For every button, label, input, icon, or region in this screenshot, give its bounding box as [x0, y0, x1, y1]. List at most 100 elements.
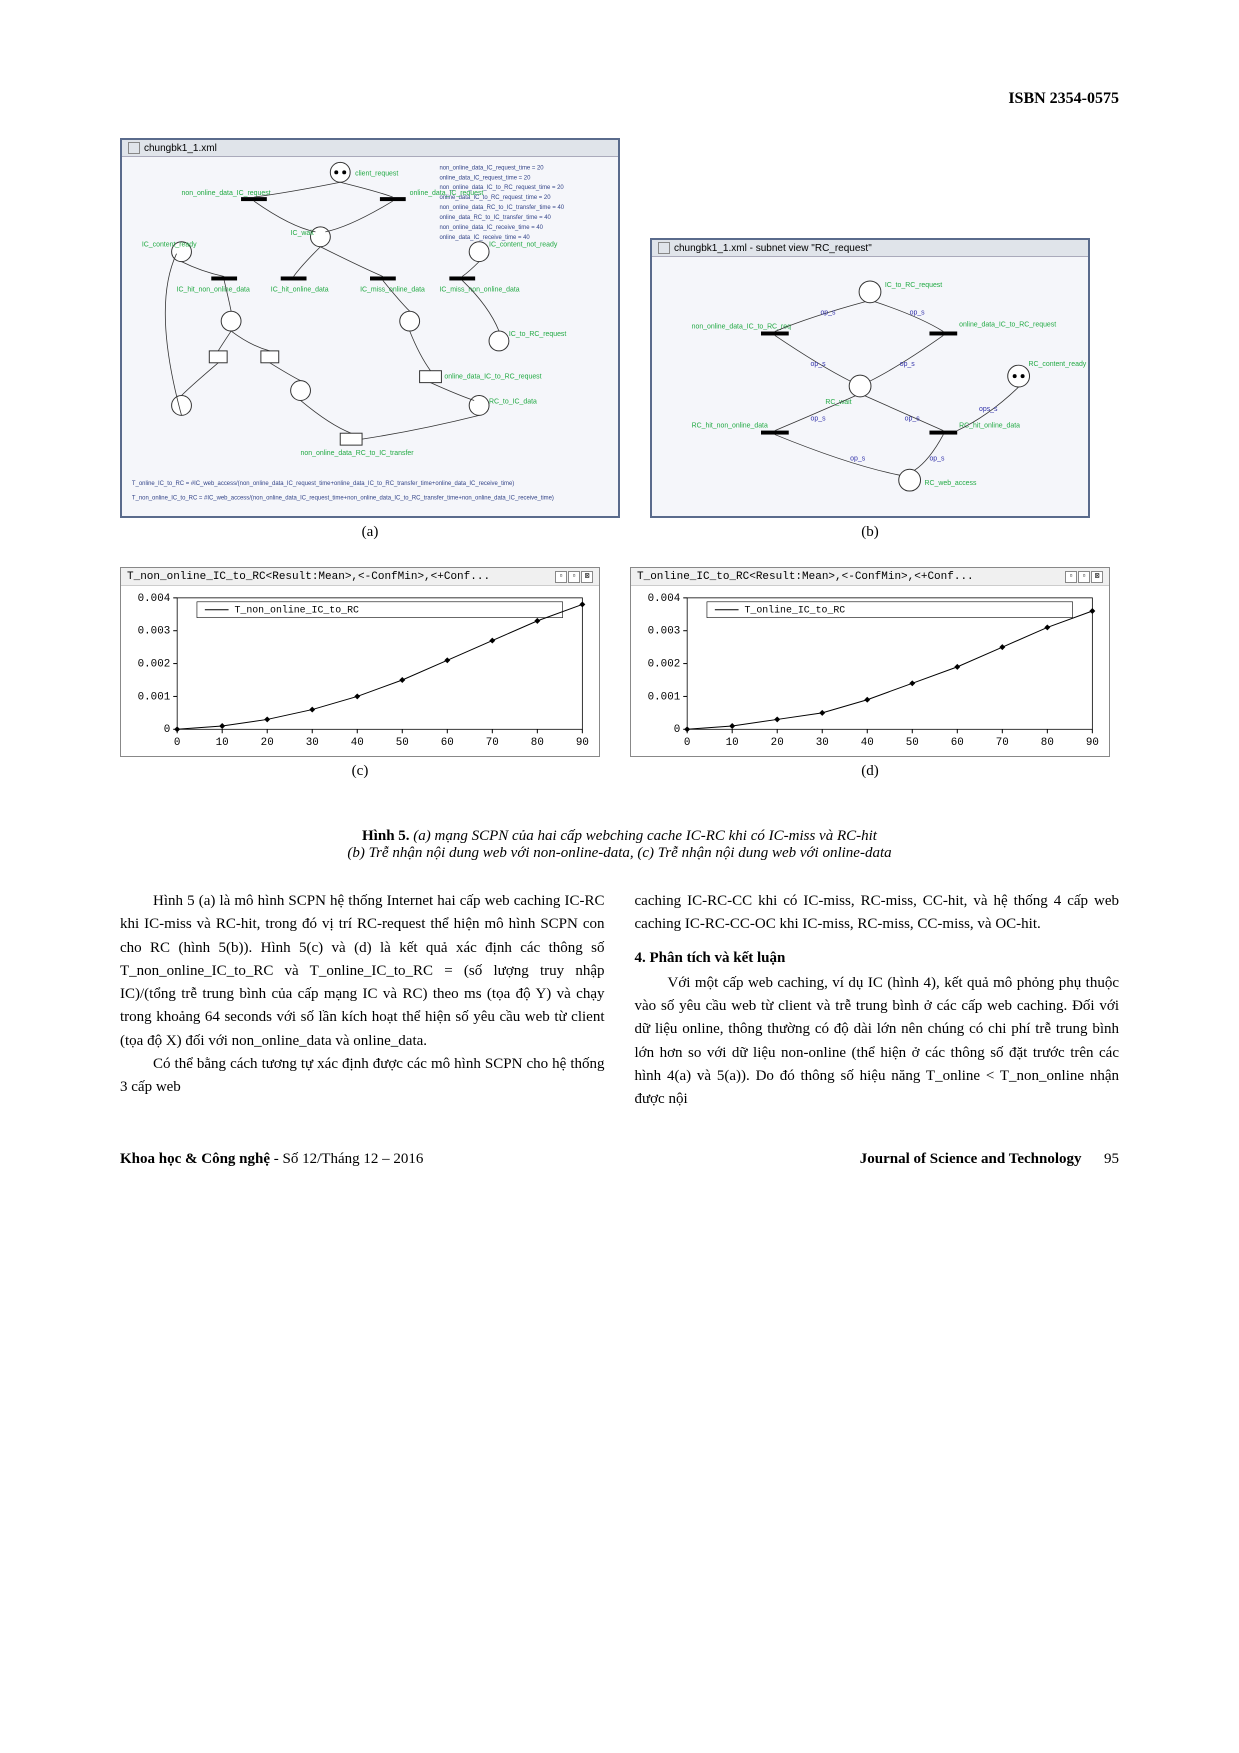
svg-text:20: 20 [261, 737, 274, 749]
minimize-icon: ▫ [1065, 571, 1077, 583]
svg-text:50: 50 [906, 737, 919, 749]
svg-text:RC_content_ready: RC_content_ready [1029, 361, 1087, 368]
svg-text:online_data_IC_request_time =: online_data_IC_request_time = 20 [439, 175, 531, 181]
svg-text:50: 50 [396, 737, 409, 749]
figure-caption: Hình 5. (a) mạng SCPN của hai cấp webchi… [120, 828, 1119, 862]
svg-text:0: 0 [164, 724, 171, 736]
figure-row-cd: T_non_online_IC_to_RC<Result:Mean>,<-Con… [120, 567, 1119, 798]
svg-text:op_s: op_s [850, 455, 866, 462]
svg-text:0.002: 0.002 [648, 659, 681, 671]
svg-text:40: 40 [351, 737, 364, 749]
figure-a-wrap: chungbk1_1.xml non_online_data_IC_reques… [120, 138, 620, 559]
svg-text:IC_content_ready: IC_content_ready [142, 242, 197, 249]
maximize-icon: ▫ [1078, 571, 1090, 583]
svg-text:80: 80 [1041, 737, 1054, 749]
svg-text:RC_hit_online_data: RC_hit_online_data [959, 423, 1020, 430]
chart-c: T_non_online_IC_to_RC<Result:Mean>,<-Con… [120, 567, 600, 757]
figure-b-title: chungbk1_1.xml - subnet view "RC_request… [652, 240, 1088, 257]
svg-text:online_data_IC_receive_time =: online_data_IC_receive_time = 40 [439, 235, 530, 241]
svg-text:90: 90 [576, 737, 589, 749]
svg-text:IC_content_not_ready: IC_content_not_ready [489, 242, 558, 249]
svg-text:op_s: op_s [811, 416, 827, 423]
svg-text:op_s: op_s [811, 361, 827, 368]
svg-text:non_online_data_RC_to_IC_trans: non_online_data_RC_to_IC_transfer_time =… [439, 205, 564, 211]
svg-text:IC_hit_online_data: IC_hit_online_data [271, 286, 329, 293]
para-left-1: Hình 5 (a) là mô hình SCPN hệ thống Inte… [120, 890, 605, 1053]
svg-text:60: 60 [441, 737, 454, 749]
svg-text:0.003: 0.003 [648, 626, 681, 638]
svg-text:0.004: 0.004 [648, 593, 681, 605]
svg-text:non_online_data_IC_request: non_online_data_IC_request [182, 190, 271, 197]
svg-text:RC_web_access: RC_web_access [925, 480, 977, 487]
caption-line1: (a) mạng SCPN của hai cấp webching cache… [413, 828, 877, 844]
svg-text:RC_hit_non_online_data: RC_hit_non_online_data [692, 423, 768, 430]
chart-d-title: T_online_IC_to_RC<Result:Mean>,<-ConfMin… [637, 571, 974, 583]
svg-text:T_online_IC_to_RC = #IC_web_ac: T_online_IC_to_RC = #IC_web_access/(non_… [132, 481, 514, 487]
sublabel-b: (b) [650, 524, 1090, 541]
svg-text:IC_to_RC_request: IC_to_RC_request [885, 282, 942, 289]
figure-a: chungbk1_1.xml non_online_data_IC_reques… [120, 138, 620, 518]
svg-text:online_data_IC_request: online_data_IC_request [410, 190, 484, 197]
figure-b-wrap: chungbk1_1.xml - subnet view "RC_request… [650, 238, 1090, 559]
chart-c-svg: 00.0010.0020.0030.0040102030405060708090… [121, 586, 599, 754]
svg-text:op_s: op_s [929, 455, 945, 462]
svg-text:10: 10 [726, 737, 739, 749]
para-right-top: caching IC-RC-CC khi có IC-miss, RC-miss… [635, 890, 1120, 937]
svg-text:0.003: 0.003 [138, 626, 171, 638]
svg-text:online_data_RC_to_IC_transfer_: online_data_RC_to_IC_transfer_time = 40 [439, 215, 551, 221]
svg-text:0: 0 [174, 737, 181, 749]
svg-text:IC_to_RC_request: IC_to_RC_request [509, 331, 567, 338]
svg-text:30: 30 [306, 737, 319, 749]
svg-text:60: 60 [951, 737, 964, 749]
svg-text:40: 40 [861, 737, 874, 749]
svg-text:0.004: 0.004 [138, 593, 171, 605]
figure-row-ab: chungbk1_1.xml non_online_data_IC_reques… [120, 138, 1119, 559]
svg-text:T_online_IC_to_RC (44946 point: T_online_IC_to_RC (44946 points) [744, 605, 845, 616]
svg-text:10: 10 [216, 737, 229, 749]
footer-left: Khoa học & Công nghệ - Số 12/Tháng 12 – … [120, 1151, 423, 1168]
isbn: ISBN 2354-0575 [120, 90, 1119, 108]
svg-text:non_online_data_IC_receive_tim: non_online_data_IC_receive_time = 40 [439, 225, 543, 231]
svg-text:70: 70 [486, 737, 499, 749]
figure-b: chungbk1_1.xml - subnet view "RC_request… [650, 238, 1090, 518]
col-right: caching IC-RC-CC khi có IC-miss, RC-miss… [635, 890, 1120, 1111]
caption-line2: (b) Trễ nhận nội dung web với non-online… [347, 845, 891, 861]
svg-text:0.002: 0.002 [138, 659, 171, 671]
chart-d-svg: 00.0010.0020.0030.0040102030405060708090… [631, 586, 1109, 754]
svg-text:non_online_data_IC_request_tim: non_online_data_IC_request_time = 20 [439, 165, 544, 171]
footer-right: Journal of Science and Technology 95 [860, 1151, 1119, 1168]
figure-c-wrap: T_non_online_IC_to_RC<Result:Mean>,<-Con… [120, 567, 600, 798]
svg-text:20: 20 [771, 737, 784, 749]
close-icon: ⊠ [581, 571, 593, 583]
sublabel-d: (d) [630, 763, 1110, 780]
maximize-icon: ▫ [568, 571, 580, 583]
chart-d: T_online_IC_to_RC<Result:Mean>,<-ConfMin… [630, 567, 1110, 757]
figure-b-svg: IC_to_RC_request non_online_data_IC_to_R… [652, 257, 1088, 515]
minimize-icon: ▫ [555, 571, 567, 583]
page-footer: Khoa học & Công nghệ - Số 12/Tháng 12 – … [120, 1151, 1119, 1168]
chart-c-title: T_non_online_IC_to_RC<Result:Mean>,<-Con… [127, 571, 490, 583]
window-buttons: ▫▫⊠ [1064, 570, 1103, 583]
svg-text:RC_to_IC_data: RC_to_IC_data [489, 398, 537, 405]
svg-text:0.001: 0.001 [138, 691, 171, 703]
svg-text:IC_miss_non_online_data: IC_miss_non_online_data [439, 286, 519, 293]
param-list: non_online_data_IC_request_time = 20 onl… [439, 165, 564, 240]
svg-text:0: 0 [684, 737, 691, 749]
col-left: Hình 5 (a) là mô hình SCPN hệ thống Inte… [120, 890, 605, 1111]
svg-text:online_data_IC_to_RC_request: online_data_IC_to_RC_request [959, 322, 1056, 329]
heading-4: 4. Phân tích và kết luận [635, 947, 1120, 970]
sublabel-a: (a) [120, 524, 620, 541]
svg-text:op_s: op_s [820, 310, 836, 317]
svg-text:client_request: client_request [355, 170, 398, 177]
figure-a-svg: non_online_data_IC_request_time = 20 onl… [122, 157, 618, 515]
svg-text:T_non_online_IC_to_RC = #IC_we: T_non_online_IC_to_RC = #IC_web_access/(… [132, 496, 554, 502]
svg-text:non_online_data_IC_to_RC_req: non_online_data_IC_to_RC_req [692, 324, 791, 331]
close-icon: ⊠ [1091, 571, 1103, 583]
svg-text:0.001: 0.001 [648, 691, 681, 703]
svg-text:90: 90 [1086, 737, 1099, 749]
svg-text:ops_s: ops_s [979, 406, 998, 413]
svg-text:70: 70 [996, 737, 1009, 749]
svg-text:non_online_data_RC_to_IC_trans: non_online_data_RC_to_IC_transfer [301, 450, 415, 457]
para-right-1: Với một cấp web caching, ví dụ IC (hình … [635, 972, 1120, 1112]
svg-text:30: 30 [816, 737, 829, 749]
